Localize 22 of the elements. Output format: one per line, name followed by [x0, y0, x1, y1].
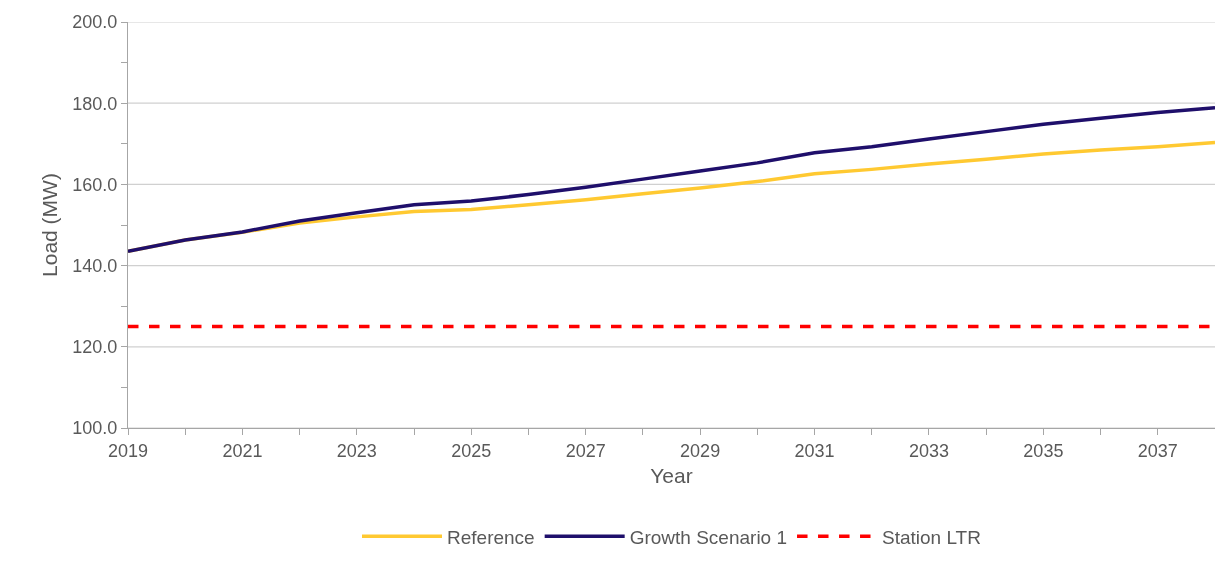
x-tick-label: 2035	[1023, 440, 1064, 461]
legend-label: Growth Scenario 1	[629, 526, 788, 548]
x-tick-label: 2033	[908, 440, 949, 461]
x-tick-label: 2031	[794, 440, 835, 461]
x-tick-label: 2021	[222, 440, 263, 461]
x-axis-title: Year	[650, 463, 693, 487]
legend-label: Reference	[447, 526, 535, 548]
line-series	[128, 105, 1215, 254]
y-tick-label: 120.0	[72, 337, 118, 358]
x-tick-label: 2037	[1137, 440, 1178, 461]
y-tick-label: 140.0	[72, 255, 118, 276]
y-axis-title: Load (MW)	[38, 173, 62, 277]
y-tick-label: 100.0	[72, 418, 118, 439]
legend-label: Station LTR	[882, 526, 981, 548]
x-tick-label: 2023	[336, 440, 377, 461]
x-tick-label: 2025	[451, 440, 492, 461]
x-tick-label: 2027	[565, 440, 606, 461]
y-tick-label: 200.0	[72, 12, 118, 33]
x-tick-label: 2019	[107, 440, 149, 461]
x-tick-label: 2029	[680, 440, 721, 461]
y-tick-label: 180.0	[72, 93, 118, 114]
y-tick-label: 160.0	[72, 174, 118, 195]
